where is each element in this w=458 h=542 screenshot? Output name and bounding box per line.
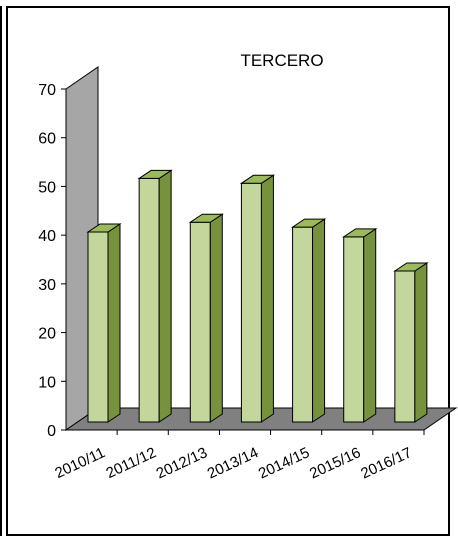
bar-side: [363, 227, 377, 423]
x-category-label: 2011/12: [104, 444, 159, 482]
y-tick-label: 70: [38, 82, 56, 99]
bar-front: [87, 231, 109, 423]
bar-top: [137, 169, 173, 179]
y-axis: 0 10 20 30 40 50 60 70: [38, 82, 67, 440]
y-tick-label: 60: [38, 131, 56, 148]
y-tick-label: 20: [38, 326, 56, 343]
x-category-label: 2016/17: [358, 444, 414, 482]
bar: [239, 174, 276, 423]
x-category-label: 2012/13: [154, 444, 210, 482]
y-tick-label: 0: [47, 423, 56, 440]
bar-front: [292, 226, 314, 423]
y-tick-label: 40: [38, 228, 56, 245]
bar: [188, 213, 224, 423]
bar-series: [86, 169, 429, 423]
bar-front: [240, 182, 262, 423]
bar: [137, 169, 173, 423]
bar-front: [394, 270, 416, 423]
y-tick-label: 30: [38, 277, 56, 294]
bar: [290, 218, 327, 423]
x-axis: 2010/112011/122012/132013/142014/152015/…: [52, 429, 425, 483]
x-category-label: 2013/14: [205, 444, 261, 482]
y-tick-label: 10: [38, 374, 56, 391]
bar-top: [239, 174, 276, 184]
bar-side: [209, 213, 223, 423]
y-tick-label: 50: [38, 179, 56, 196]
bar-side: [158, 169, 172, 423]
bar-top: [342, 228, 378, 238]
x-category-label: 2015/16: [307, 444, 363, 482]
outer-left-rule: [0, 6, 2, 536]
bar-top: [290, 218, 327, 228]
bar-top: [86, 223, 122, 233]
bar-side: [260, 174, 274, 423]
bar-side: [107, 223, 121, 423]
bar-front: [189, 221, 211, 423]
x-category-label: 2014/15: [256, 444, 312, 482]
chart-title: TERCERO: [240, 51, 323, 70]
bar-side: [414, 262, 428, 423]
bar: [393, 262, 429, 423]
bar-side: [312, 218, 326, 423]
bar-front: [343, 236, 365, 423]
bar-front: [138, 177, 160, 423]
bar-top: [188, 213, 224, 223]
bar-top: [393, 262, 429, 272]
bar: [86, 223, 122, 423]
x-category-label: 2010/11: [52, 444, 107, 482]
bar: [342, 227, 378, 423]
